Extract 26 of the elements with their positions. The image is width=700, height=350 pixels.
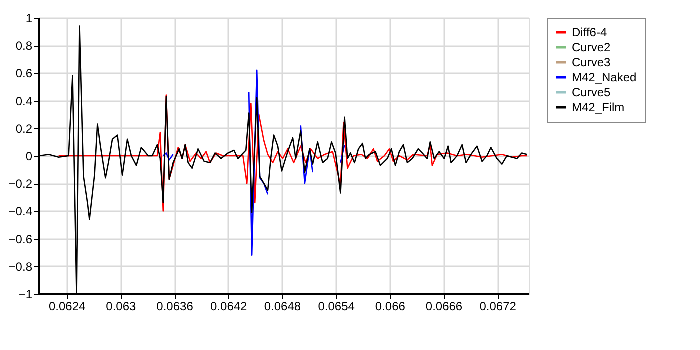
x-tick-label: 0.0666	[426, 300, 463, 314]
x-tick-label: 0.0624	[48, 300, 86, 314]
y-tick-label: 0.4	[16, 94, 33, 108]
x-tick-label: 0.0636	[156, 300, 194, 314]
y-tick-label: 0	[26, 150, 33, 164]
legend-label: Curve2	[572, 40, 612, 54]
legend-label: Curve5	[572, 86, 612, 100]
legend-label: Curve3	[572, 56, 612, 70]
x-tick-label: 0.0648	[264, 300, 302, 314]
y-tick-label: −0.4	[8, 204, 33, 219]
y-tick-label: −0.2	[8, 177, 33, 192]
y-tick-label: 0.8	[16, 39, 33, 54]
x-tick-label: 0.0642	[210, 300, 248, 314]
x-tick-label: 0.0654	[318, 300, 356, 314]
legend-label: M42_Naked	[572, 70, 637, 84]
y-tick-label: 0.2	[16, 122, 33, 136]
x-tick-label: 0.066	[375, 300, 406, 314]
y-tick-label: −0.8	[8, 260, 33, 274]
y-tick-label: 1	[26, 12, 33, 26]
x-tick-label: 0.063	[106, 300, 137, 314]
y-tick-label: −0.6	[8, 232, 33, 246]
legend-label: Diff6-4	[572, 26, 608, 40]
y-tick-label: 0.6	[16, 66, 33, 81]
legend-label: M42_Film	[572, 100, 625, 114]
x-tick-label: 0.0672	[480, 300, 517, 314]
y-tick-label: −1	[18, 288, 33, 302]
